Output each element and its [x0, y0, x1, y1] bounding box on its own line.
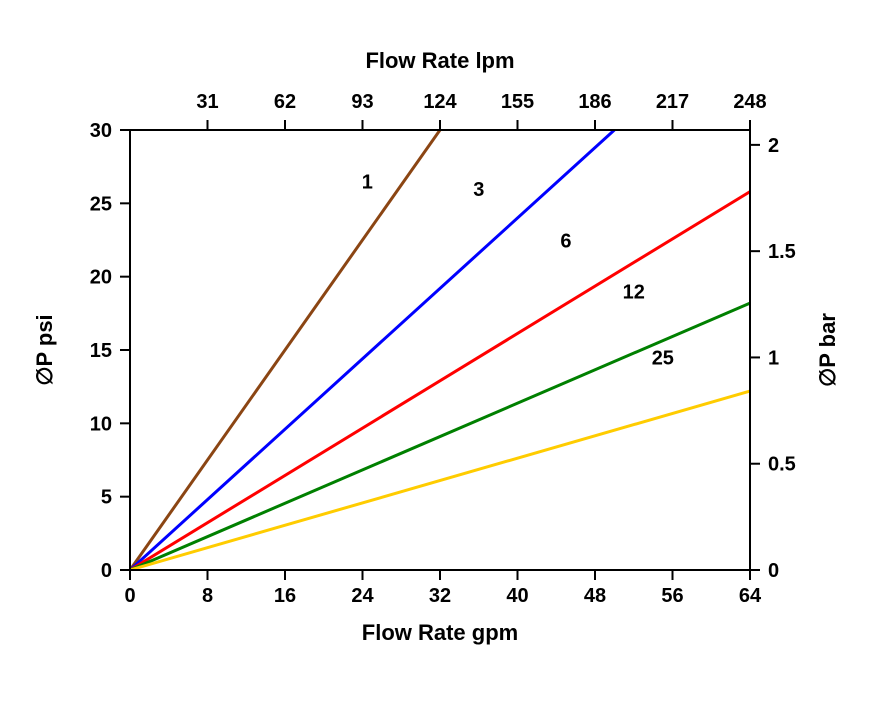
- series-label-12: 12: [623, 282, 645, 304]
- pressure-drop-chart: 13612250816243240485664Flow Rate gpm3162…: [0, 0, 882, 702]
- y-right-title: ∅P bar: [815, 313, 840, 387]
- x-top-tick-248: 248: [733, 91, 766, 113]
- y-right-tick-0.5: 0.5: [768, 454, 796, 476]
- chart-svg: 13612250816243240485664Flow Rate gpm3162…: [0, 0, 882, 702]
- x-bottom-tick-64: 64: [739, 585, 762, 607]
- series-label-25: 25: [652, 348, 674, 370]
- x-top-tick-155: 155: [501, 91, 534, 113]
- y-left-tick-25: 25: [90, 193, 112, 215]
- y-right-tick-0: 0: [768, 560, 779, 582]
- series-label-6: 6: [560, 230, 571, 252]
- x-bottom-tick-0: 0: [124, 585, 135, 607]
- x-top-tick-31: 31: [196, 91, 218, 113]
- x-bottom-title: Flow Rate gpm: [362, 620, 518, 645]
- x-top-tick-186: 186: [578, 91, 611, 113]
- x-top-tick-124: 124: [423, 91, 457, 113]
- y-left-tick-10: 10: [90, 413, 112, 435]
- x-bottom-tick-40: 40: [506, 585, 528, 607]
- y-left-tick-5: 5: [101, 487, 112, 509]
- x-top-tick-62: 62: [274, 91, 296, 113]
- x-bottom-tick-32: 32: [429, 585, 451, 607]
- x-top-tick-93: 93: [351, 91, 373, 113]
- x-top-title: Flow Rate lpm: [365, 48, 514, 73]
- x-bottom-tick-56: 56: [661, 585, 683, 607]
- x-top-tick-217: 217: [656, 91, 689, 113]
- y-left-title: ∅P psi: [32, 314, 57, 385]
- y-left-tick-15: 15: [90, 340, 112, 362]
- x-bottom-tick-16: 16: [274, 585, 296, 607]
- y-right-tick-2: 2: [768, 135, 779, 157]
- x-bottom-tick-24: 24: [351, 585, 374, 607]
- y-left-tick-30: 30: [90, 120, 112, 142]
- series-label-1: 1: [362, 172, 373, 194]
- y-right-tick-1.5: 1.5: [768, 241, 796, 263]
- y-left-tick-20: 20: [90, 267, 112, 289]
- x-bottom-tick-48: 48: [584, 585, 606, 607]
- y-left-tick-0: 0: [101, 560, 112, 582]
- series-label-3: 3: [473, 179, 484, 201]
- x-bottom-tick-8: 8: [202, 585, 213, 607]
- y-right-tick-1: 1: [768, 347, 779, 369]
